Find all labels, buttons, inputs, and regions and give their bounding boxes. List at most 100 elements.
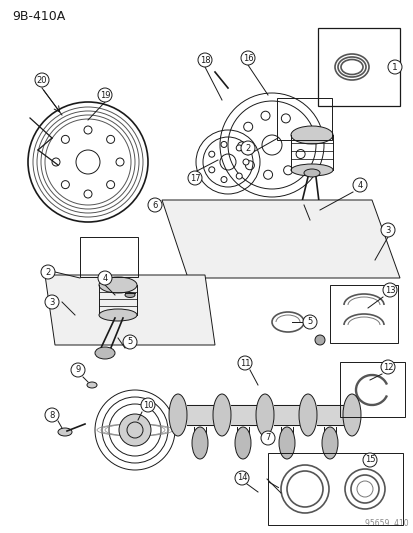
Text: 18: 18	[199, 55, 210, 64]
Ellipse shape	[255, 394, 273, 436]
Circle shape	[237, 142, 246, 151]
Circle shape	[281, 114, 290, 123]
Circle shape	[197, 53, 211, 67]
Circle shape	[387, 60, 401, 74]
Text: 16: 16	[242, 53, 253, 62]
Text: 5: 5	[127, 337, 132, 346]
Circle shape	[116, 158, 124, 166]
Circle shape	[283, 166, 292, 175]
Text: 17: 17	[189, 174, 200, 182]
Bar	[329, 285, 397, 343]
Text: 20: 20	[37, 76, 47, 85]
Text: 15: 15	[364, 456, 374, 464]
Ellipse shape	[58, 428, 72, 436]
Text: 9B-410A: 9B-410A	[12, 10, 65, 23]
Circle shape	[61, 135, 69, 143]
Text: 14: 14	[236, 473, 247, 482]
Text: 2: 2	[45, 268, 50, 277]
Bar	[276, 98, 331, 140]
Ellipse shape	[298, 208, 320, 222]
Polygon shape	[161, 200, 399, 278]
Text: 3: 3	[49, 297, 55, 306]
Bar	[339, 362, 404, 417]
Circle shape	[84, 190, 92, 198]
Bar	[267, 453, 402, 525]
Ellipse shape	[99, 309, 137, 321]
Circle shape	[107, 181, 114, 189]
Circle shape	[188, 171, 202, 185]
Text: 12: 12	[382, 362, 392, 372]
Circle shape	[380, 360, 394, 374]
Circle shape	[61, 181, 69, 189]
Circle shape	[141, 398, 154, 412]
Bar	[317, 28, 399, 106]
Circle shape	[45, 295, 59, 309]
Circle shape	[208, 167, 214, 173]
Text: 4: 4	[102, 273, 107, 282]
Circle shape	[243, 122, 252, 131]
Circle shape	[295, 150, 304, 158]
Circle shape	[208, 151, 214, 157]
Circle shape	[314, 335, 324, 345]
Circle shape	[294, 129, 304, 138]
Ellipse shape	[321, 427, 337, 459]
Ellipse shape	[99, 277, 137, 293]
Circle shape	[302, 315, 316, 329]
Text: 10: 10	[142, 400, 153, 409]
Circle shape	[382, 283, 396, 297]
Text: 8: 8	[49, 410, 55, 419]
Ellipse shape	[125, 293, 135, 297]
Circle shape	[147, 198, 161, 212]
Polygon shape	[45, 275, 214, 345]
Circle shape	[119, 414, 151, 446]
Ellipse shape	[290, 164, 332, 176]
Circle shape	[98, 88, 112, 102]
Text: 4: 4	[356, 181, 362, 190]
Ellipse shape	[290, 126, 332, 144]
Circle shape	[45, 408, 59, 422]
Text: 6: 6	[152, 200, 157, 209]
Circle shape	[242, 159, 248, 165]
Circle shape	[71, 363, 85, 377]
Circle shape	[260, 111, 269, 120]
Text: 11: 11	[239, 359, 249, 367]
Text: 1: 1	[391, 62, 397, 71]
Ellipse shape	[212, 394, 230, 436]
Circle shape	[245, 161, 254, 170]
FancyArrowPatch shape	[269, 482, 278, 488]
Text: 7: 7	[265, 433, 270, 442]
Ellipse shape	[278, 427, 294, 459]
Ellipse shape	[169, 394, 187, 436]
Circle shape	[362, 453, 376, 467]
Circle shape	[240, 141, 254, 155]
Text: 2: 2	[245, 143, 250, 152]
Ellipse shape	[95, 347, 115, 359]
Circle shape	[98, 271, 112, 285]
Ellipse shape	[342, 394, 360, 436]
Text: 9: 9	[75, 366, 81, 375]
Ellipse shape	[192, 427, 207, 459]
Circle shape	[84, 126, 92, 134]
Circle shape	[107, 135, 114, 143]
Circle shape	[221, 141, 226, 148]
Circle shape	[35, 73, 49, 87]
Ellipse shape	[235, 427, 250, 459]
Text: 5: 5	[306, 318, 312, 327]
Circle shape	[240, 51, 254, 65]
Circle shape	[236, 145, 242, 151]
Circle shape	[52, 158, 60, 166]
Text: 13: 13	[384, 286, 394, 295]
Circle shape	[263, 170, 272, 179]
Circle shape	[236, 173, 242, 179]
Circle shape	[235, 471, 248, 485]
Circle shape	[123, 335, 137, 349]
Circle shape	[352, 178, 366, 192]
Circle shape	[221, 176, 226, 182]
Circle shape	[260, 431, 274, 445]
Ellipse shape	[87, 382, 97, 388]
Text: 3: 3	[385, 225, 390, 235]
Ellipse shape	[303, 169, 319, 177]
Text: 95659  410: 95659 410	[365, 519, 408, 528]
Circle shape	[41, 265, 55, 279]
Text: 19: 19	[100, 91, 110, 100]
